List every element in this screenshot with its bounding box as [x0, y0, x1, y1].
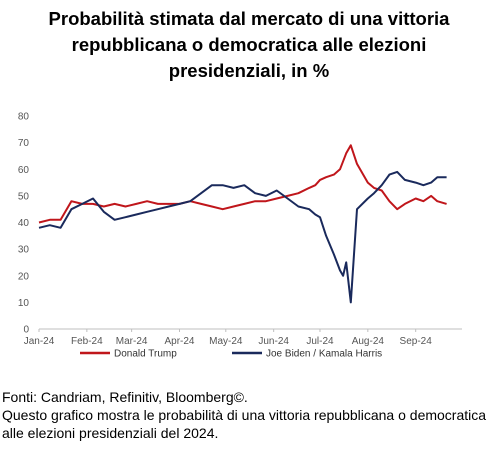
x-tick-label: Aug-24 [352, 336, 385, 347]
x-tick-label: Sep-24 [400, 336, 433, 347]
chart-title-line-1: Probabilità stimata dal mercato di una v… [48, 8, 450, 29]
x-tick-label: Apr-24 [164, 336, 194, 347]
chart-title: Probabilità stimata dal mercato di una v… [0, 6, 498, 84]
x-tick-label: Jun-24 [258, 336, 289, 347]
source-note: Fonti: Candriam, Refinitiv, Bloomberg©. [2, 389, 248, 405]
x-tick-label: Jul-24 [306, 336, 334, 347]
chart-footer: Fonti: Candriam, Refinitiv, Bloomberg©. … [2, 388, 496, 442]
series-line-trump [38, 144, 447, 224]
y-tick-label: 40 [18, 218, 30, 229]
line-chart: 0 10 20 30 40 50 60 70 80 Jan-24 Feb-24 Mar-24 Apr-2… [18, 112, 462, 360]
x-tick-label: Jan-24 [24, 336, 55, 347]
y-tick-label: 20 [18, 271, 30, 282]
x-tick-label: Mar-24 [116, 336, 148, 347]
legend-label: Donald Trump [114, 349, 177, 360]
x-tick-label: Feb-24 [71, 336, 103, 347]
y-tick-label: 70 [18, 138, 30, 149]
chart-title-line-2: repubblicana o democratica alle elezioni [71, 34, 427, 55]
y-tick-label: 0 [23, 325, 29, 336]
y-tick-label: 80 [18, 112, 30, 123]
chart-title-line-3: presidenziali, in % [168, 60, 330, 81]
y-tick-label: 10 [18, 298, 30, 309]
series-line-biden-harris [38, 170, 447, 304]
description-note: Questo grafico mostra le probabilità di … [2, 407, 487, 441]
y-tick-label: 60 [18, 165, 30, 176]
y-tick-label: 50 [18, 191, 30, 202]
x-tick-label: May-24 [209, 336, 243, 347]
legend-label: Joe Biden / Kamala Harris [266, 349, 382, 360]
y-tick-label: 30 [18, 245, 30, 256]
